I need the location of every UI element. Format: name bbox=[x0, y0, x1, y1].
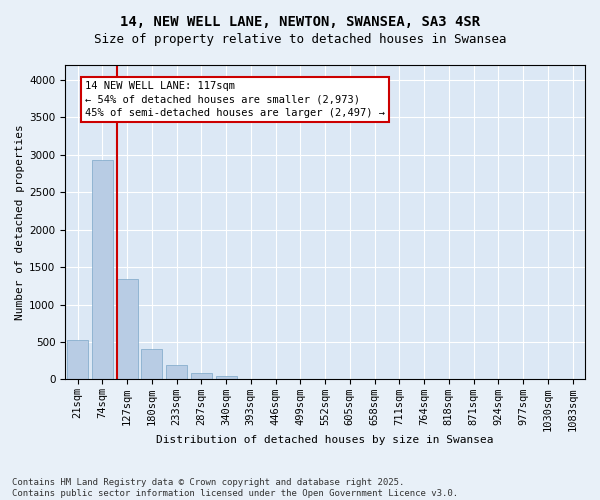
Text: 14 NEW WELL LANE: 117sqm
← 54% of detached houses are smaller (2,973)
45% of sem: 14 NEW WELL LANE: 117sqm ← 54% of detach… bbox=[85, 82, 385, 118]
X-axis label: Distribution of detached houses by size in Swansea: Distribution of detached houses by size … bbox=[157, 435, 494, 445]
Y-axis label: Number of detached properties: Number of detached properties bbox=[15, 124, 25, 320]
Bar bbox=[67, 340, 88, 380]
Bar bbox=[166, 365, 187, 380]
Bar bbox=[116, 279, 137, 380]
Bar bbox=[141, 348, 163, 380]
Text: Contains HM Land Registry data © Crown copyright and database right 2025.
Contai: Contains HM Land Registry data © Crown c… bbox=[12, 478, 458, 498]
Bar bbox=[191, 372, 212, 380]
Bar bbox=[92, 160, 113, 380]
Text: Size of property relative to detached houses in Swansea: Size of property relative to detached ho… bbox=[94, 32, 506, 46]
Text: 14, NEW WELL LANE, NEWTON, SWANSEA, SA3 4SR: 14, NEW WELL LANE, NEWTON, SWANSEA, SA3 … bbox=[120, 15, 480, 29]
Bar bbox=[215, 376, 236, 380]
